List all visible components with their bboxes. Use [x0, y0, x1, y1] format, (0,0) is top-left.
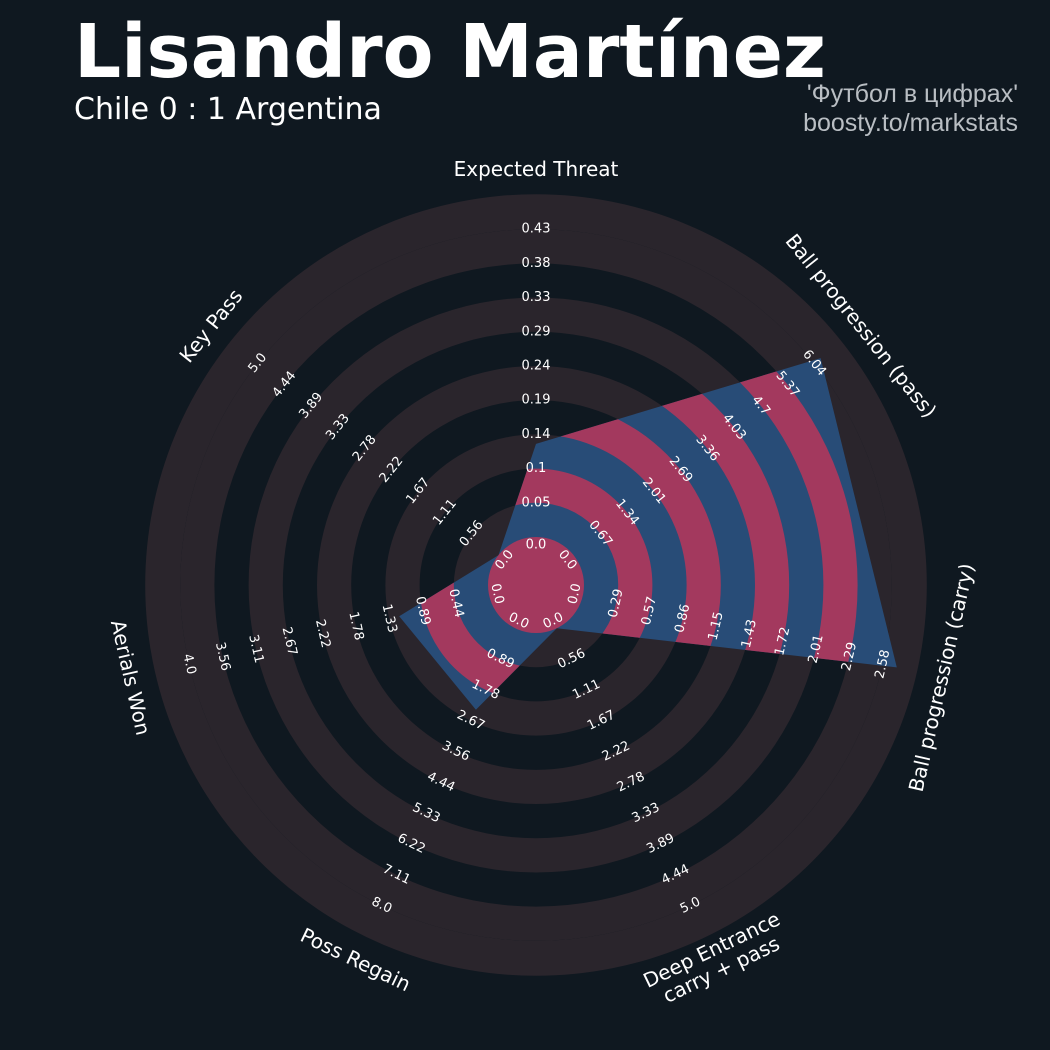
radar-tick-label: 2.58	[872, 648, 893, 680]
credit-source: 'Футбол в цифрах'	[806, 80, 1018, 108]
radar-parameter-label: Aerials Won	[106, 618, 156, 738]
player-name-title: Lisandro Martínez	[74, 9, 826, 95]
radar-tick-label: 0.43	[522, 222, 551, 237]
radar-tick-label: 0.14	[522, 427, 551, 442]
credit-block: 'Футбол в цифрах' boosty.to/markstats	[803, 80, 1018, 137]
radar-tick-label: 1.15	[706, 610, 727, 642]
radar-tick-label: 2.22	[312, 618, 333, 650]
radar-tick-label: 0.0	[526, 538, 547, 553]
radar-tick-label: 0.29	[522, 324, 551, 339]
radar-tick-label: 3.56	[212, 641, 233, 673]
radar-tick-label: 0.57	[639, 595, 660, 627]
match-score-subtitle: Chile 0 : 1 Argentina	[74, 92, 382, 127]
radar-tick-label: 0.1	[526, 461, 547, 476]
radar-tick-label: 2.67	[279, 626, 300, 658]
radar-parameter-label: Expected Threat	[454, 157, 619, 181]
radar-tick-label: 0.29	[606, 588, 627, 620]
radar-tick-label: 1.33	[379, 603, 400, 635]
radar-tick-label: 0.86	[672, 603, 693, 635]
radar-tick-label: 3.11	[245, 633, 266, 665]
radar-tick-label: 0.24	[522, 359, 551, 374]
credit-link: boosty.to/markstats	[803, 108, 1018, 137]
radar-tick-label: 0.0	[487, 582, 506, 606]
radar-tick-label: 0.0	[565, 582, 584, 606]
radar-tick-label: 0.19	[522, 393, 551, 408]
radar-tick-label: 0.44	[445, 588, 466, 620]
radar-tick-label: 4.0	[180, 652, 199, 676]
radar-value-band	[488, 537, 584, 633]
radar-tick-label: 2.29	[839, 641, 860, 673]
radar-tick-label: 1.72	[772, 626, 793, 658]
radar-tick-label: 1.43	[739, 618, 760, 650]
radar-tick-label: 0.33	[522, 290, 551, 305]
radar-tick-label: 1.78	[345, 610, 366, 642]
radar-tick-label: 0.38	[522, 256, 551, 271]
radar-tick-label: 2.01	[806, 633, 827, 665]
radar-tick-label: 0.05	[522, 495, 551, 510]
radar-tick-label: 0.89	[412, 595, 433, 627]
